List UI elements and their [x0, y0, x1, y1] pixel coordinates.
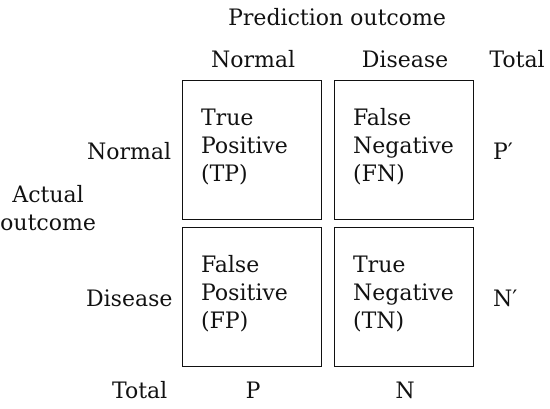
- cell-true-positive-line1: True: [201, 106, 254, 131]
- actual-outcome-label-line2: outcome: [0, 211, 96, 236]
- column-header-normal: Normal: [210, 48, 296, 73]
- cell-false-negative-line3: (FN): [353, 162, 405, 187]
- actual-outcome-label-line1: Actual: [12, 183, 84, 208]
- total-n: N: [395, 379, 415, 404]
- column-header-disease: Disease: [361, 48, 449, 73]
- column-header-total: Total: [489, 48, 545, 73]
- cell-true-positive: True Positive (TP): [182, 80, 322, 220]
- total-p: P: [245, 379, 261, 404]
- cell-true-positive-text: True Positive (TP): [201, 105, 288, 189]
- total-n-prime: N′: [493, 287, 518, 312]
- cell-false-negative-line1: False: [353, 106, 412, 131]
- cell-true-negative-line1: True: [353, 253, 406, 278]
- row-header-total: Total: [112, 379, 168, 404]
- cell-false-negative: False Negative (FN): [334, 80, 474, 220]
- cell-true-negative-line3: (TN): [353, 309, 405, 334]
- cell-false-negative-line2: Negative: [353, 134, 454, 159]
- cell-false-negative-text: False Negative (FN): [353, 105, 454, 189]
- cell-true-negative-text: True Negative (TN): [353, 252, 454, 336]
- cell-false-positive-line3: (FP): [201, 309, 249, 334]
- cell-false-positive-line2: Positive: [201, 281, 288, 306]
- cell-false-positive: False Positive (FP): [182, 227, 322, 367]
- total-p-prime: P′: [493, 140, 513, 165]
- row-header-normal: Normal: [87, 140, 172, 165]
- prediction-outcome-label: Prediction outcome: [228, 6, 446, 31]
- row-header-disease: Disease: [86, 287, 173, 312]
- cell-false-positive-text: False Positive (FP): [201, 252, 288, 336]
- cell-true-positive-line2: Positive: [201, 134, 288, 159]
- cell-true-negative-line2: Negative: [353, 281, 454, 306]
- actual-outcome-label: Actual outcome: [0, 182, 96, 238]
- cell-true-positive-line3: (TP): [201, 162, 248, 187]
- cell-false-positive-line1: False: [201, 253, 260, 278]
- cell-true-negative: True Negative (TN): [334, 227, 474, 367]
